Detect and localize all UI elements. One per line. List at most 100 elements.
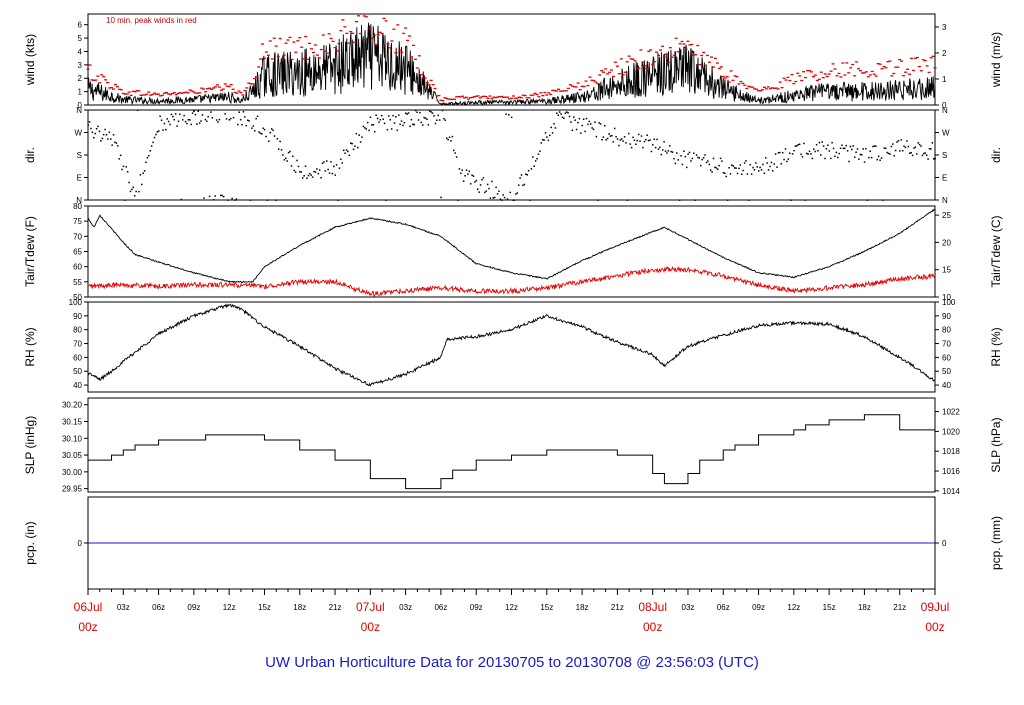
direction-point [177, 120, 180, 123]
direction-point [774, 153, 777, 155]
direction-point [625, 142, 627, 144]
direction-point [755, 162, 757, 164]
direction-point [481, 179, 483, 181]
direction-point [419, 111, 421, 114]
x-tick-label-hour: 03z [682, 603, 695, 612]
direction-point [880, 157, 883, 159]
direction-point [342, 149, 345, 152]
direction-point [181, 119, 184, 121]
peak-wind-mark [504, 96, 508, 98]
direction-point [577, 121, 579, 124]
peak-wind-mark [821, 77, 825, 79]
direction-point [448, 136, 451, 139]
peak-wind-mark [374, 43, 378, 46]
direction-point [95, 127, 98, 130]
direction-point [372, 123, 375, 126]
peak-wind-mark [506, 96, 510, 98]
direction-point [491, 180, 493, 183]
direction-point [621, 138, 623, 140]
x-tick-label-day: 06Jul [74, 600, 103, 614]
peak-wind-mark [474, 95, 478, 97]
direction-point [187, 118, 190, 121]
panel-slp-ylabel-left: SLP (inHg) [23, 416, 37, 474]
left-tick-label: 55 [73, 278, 82, 287]
direction-point [797, 143, 799, 146]
peak-wind-mark [809, 71, 813, 73]
direction-point [700, 164, 702, 167]
direction-point [565, 111, 568, 113]
direction-point [204, 118, 207, 121]
right-tick-label: 25 [942, 211, 951, 220]
panel-rh-frame [87, 301, 936, 393]
peak-wind-mark [731, 79, 735, 81]
direction-point [203, 197, 205, 199]
direction-point [869, 150, 871, 152]
direction-point [237, 123, 239, 126]
direction-point [232, 116, 235, 119]
peak-wind-mark [743, 84, 747, 86]
peak-wind-mark [204, 91, 208, 93]
direction-point [846, 150, 849, 152]
x-tick-label-hour: 18z [576, 603, 589, 612]
peak-wind-mark [919, 69, 923, 72]
peak-wind-mark [170, 92, 174, 95]
peak-wind-mark [855, 61, 859, 63]
direction-point [904, 146, 907, 149]
direction-point [205, 120, 208, 122]
peak-wind-mark [725, 75, 729, 78]
direction-point [757, 170, 760, 172]
x-tick-label-day-hour: 00z [78, 620, 97, 634]
peak-wind-mark [745, 87, 749, 90]
direction-point [556, 112, 558, 114]
direction-point [430, 111, 432, 113]
direction-point [316, 168, 318, 170]
peak-wind-mark [862, 72, 866, 74]
direction-point [126, 171, 129, 173]
peak-wind-mark [131, 90, 135, 92]
peak-wind-mark [443, 97, 447, 99]
peak-wind-mark [355, 21, 359, 23]
direction-point [678, 199, 681, 201]
direction-point [210, 111, 212, 113]
peak-wind-mark [300, 46, 304, 48]
direction-point [170, 113, 173, 116]
peak-wind-mark [259, 58, 263, 60]
direction-point [540, 142, 543, 144]
direction-point [849, 145, 852, 148]
peak-wind-mark [117, 88, 121, 91]
peak-wind-mark [811, 76, 815, 78]
direction-point [121, 168, 123, 171]
direction-point [407, 112, 410, 114]
direction-point [907, 145, 910, 148]
direction-point [493, 196, 496, 199]
direction-point [791, 153, 794, 155]
peak-wind-mark [492, 96, 496, 98]
direction-point [738, 167, 740, 170]
peak-wind-mark [760, 89, 764, 91]
peak-wind-mark [359, 32, 363, 35]
direction-point [268, 140, 270, 142]
peak-wind-mark [329, 37, 333, 40]
direction-point [932, 158, 935, 160]
peak-wind-mark [929, 57, 933, 59]
direction-point [884, 147, 887, 150]
peak-wind-mark [780, 86, 784, 89]
direction-point [570, 121, 572, 123]
peak-wind-mark [319, 48, 323, 51]
peak-wind-mark [464, 96, 468, 98]
x-tick-label-day: 09Jul [921, 600, 950, 614]
direction-point [745, 160, 747, 162]
left-tick-label: 50 [73, 367, 82, 376]
direction-point [697, 156, 699, 159]
direction-point [143, 170, 146, 172]
direction-point [244, 116, 246, 118]
peak-wind-mark [272, 37, 276, 39]
peak-wind-mark [847, 72, 851, 74]
peak-wind-mark [802, 71, 806, 73]
direction-point [160, 119, 163, 121]
peak-wind-mark [192, 91, 196, 93]
peak-wind-mark [166, 93, 170, 95]
peak-wind-mark [555, 90, 559, 92]
direction-point [654, 146, 657, 149]
peak-wind-mark [321, 34, 325, 36]
